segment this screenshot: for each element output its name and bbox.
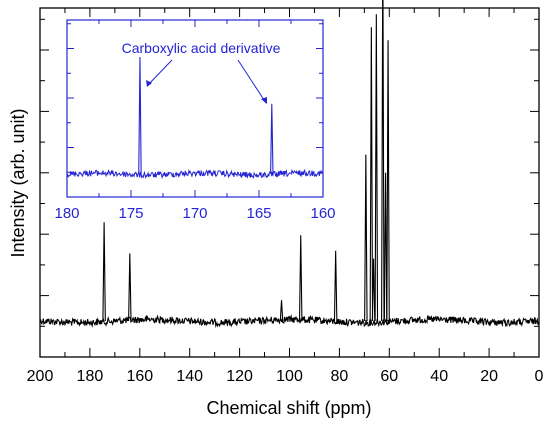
x-tick-label: 0 xyxy=(535,368,544,385)
x-tick-label: 80 xyxy=(331,368,349,385)
spectrum-peak xyxy=(128,253,132,322)
x-tick-label: 170 xyxy=(182,205,207,222)
x-axis-label: Chemical shift (ppm) xyxy=(206,398,371,418)
x-tick-label: 165 xyxy=(246,205,271,222)
x-tick-label: 120 xyxy=(226,368,253,385)
spectrum-peak xyxy=(381,0,385,322)
spectrum-peak xyxy=(383,172,388,322)
spectrum-peak xyxy=(298,235,303,322)
spectrum-peak xyxy=(364,154,368,322)
spectrum-peak xyxy=(102,222,106,322)
x-tick-label: 100 xyxy=(276,368,303,385)
main-x-tick-labels: 200 180 160 140 120 100 80 60 40 20 0 xyxy=(27,368,544,385)
annotation-arrow-left xyxy=(146,59,173,87)
spectrum-peak xyxy=(333,250,338,322)
inset-annotation: Carboxylic acid derivative xyxy=(122,40,281,56)
x-tick-label: 60 xyxy=(380,368,398,385)
x-tick-label: 160 xyxy=(126,368,153,385)
main-chart: 200 180 160 140 120 100 80 60 40 20 0 Chemical shi… xyxy=(8,0,544,418)
x-tick-label: 140 xyxy=(176,368,203,385)
x-tick-label: 40 xyxy=(430,368,448,385)
inset-x-ticks xyxy=(66,20,324,197)
x-tick-label: 200 xyxy=(27,368,54,385)
spectrum-peak xyxy=(386,40,390,322)
x-tick-label: 180 xyxy=(54,205,79,222)
spectrum-peak xyxy=(138,56,142,175)
spectrum-peak xyxy=(374,14,379,322)
main-spectrum-series xyxy=(39,0,540,328)
x-tick-label: 20 xyxy=(480,368,498,385)
x-tick-label: 175 xyxy=(118,205,143,222)
x-tick-label: 180 xyxy=(77,368,104,385)
x-tick-label: 160 xyxy=(310,205,335,222)
inset-plot-frame xyxy=(66,19,324,198)
main-y-ticks xyxy=(40,18,539,327)
spectrum-peak xyxy=(279,300,284,322)
annotation-arrow-right xyxy=(237,59,267,104)
baseline-noise xyxy=(39,314,540,328)
spectrum-peak xyxy=(371,258,376,322)
baseline-noise xyxy=(66,168,324,180)
main-x-ticks xyxy=(39,8,540,357)
spectrum-peak xyxy=(369,27,374,322)
inset-spectrum-series xyxy=(66,56,324,180)
spectrum-peak xyxy=(270,103,274,175)
y-axis-label: Intensity (arb. unit) xyxy=(8,108,28,257)
inset-x-tick-labels: 180 175 170 165 160 xyxy=(54,205,335,222)
inset-chart: 180 175 170 165 160 Carboxylic acid derivati… xyxy=(54,19,336,222)
